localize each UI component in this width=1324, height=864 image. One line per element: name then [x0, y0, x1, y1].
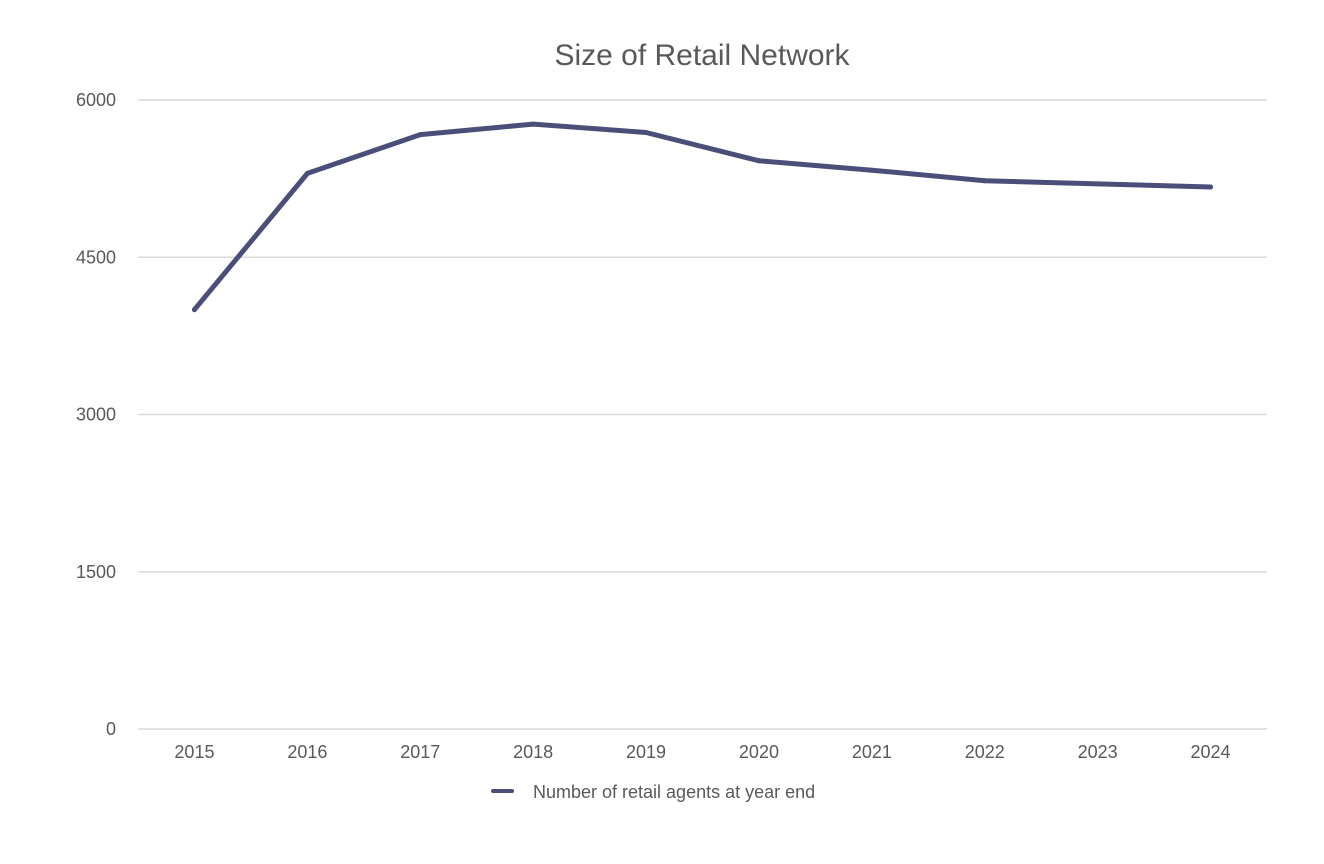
- y-tick-label: 0: [106, 719, 116, 739]
- y-axis-tick-labels: 0 1500 3000 4500 6000: [76, 90, 116, 739]
- data-point: [869, 167, 875, 173]
- legend: Number of retail agents at year end: [491, 782, 815, 802]
- data-point: [530, 121, 536, 127]
- x-tick-label: 2018: [513, 742, 553, 762]
- x-tick-label: 2016: [287, 742, 327, 762]
- data-point: [417, 132, 423, 138]
- x-tick-label: 2015: [174, 742, 214, 762]
- data-point: [756, 158, 762, 164]
- data-point: [304, 170, 310, 176]
- x-tick-label: 2017: [400, 742, 440, 762]
- x-tick-label: 2019: [626, 742, 666, 762]
- data-point: [643, 129, 649, 135]
- data-point: [191, 307, 197, 313]
- data-point: [1095, 181, 1101, 187]
- y-tick-label: 4500: [76, 247, 116, 267]
- data-point: [982, 178, 988, 184]
- legend-label: Number of retail agents at year end: [533, 782, 815, 802]
- data-point: [1208, 184, 1214, 190]
- y-tick-label: 6000: [76, 90, 116, 110]
- y-tick-label: 3000: [76, 405, 116, 425]
- x-tick-label: 2021: [852, 742, 892, 762]
- x-tick-label: 2023: [1078, 742, 1118, 762]
- chart-title: Size of Retail Network: [554, 39, 850, 72]
- x-tick-label: 2024: [1191, 742, 1231, 762]
- x-axis-tick-labels: 2015 2016 2017 2018 2019 2020 2021 2022 2023 2024: [174, 742, 1230, 762]
- x-tick-label: 2020: [739, 742, 779, 762]
- gridlines: [138, 99, 1267, 730]
- series-lines: [191, 121, 1214, 313]
- y-tick-label: 1500: [76, 562, 116, 582]
- series-line: [191, 121, 1213, 313]
- x-tick-label: 2022: [965, 742, 1005, 762]
